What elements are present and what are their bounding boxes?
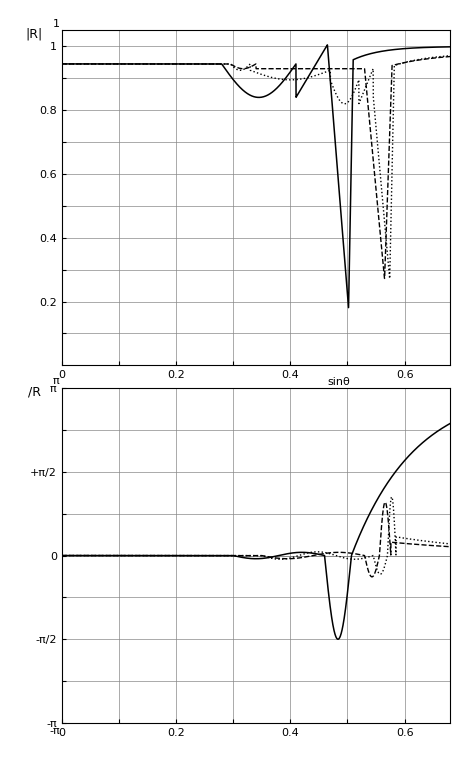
Text: -π: -π — [49, 726, 60, 737]
Text: 1: 1 — [53, 19, 60, 29]
Text: sinθ: sinθ — [328, 377, 351, 387]
Text: π: π — [53, 377, 60, 387]
Y-axis label: /R: /R — [28, 385, 41, 398]
Y-axis label: |R|: |R| — [26, 27, 43, 40]
